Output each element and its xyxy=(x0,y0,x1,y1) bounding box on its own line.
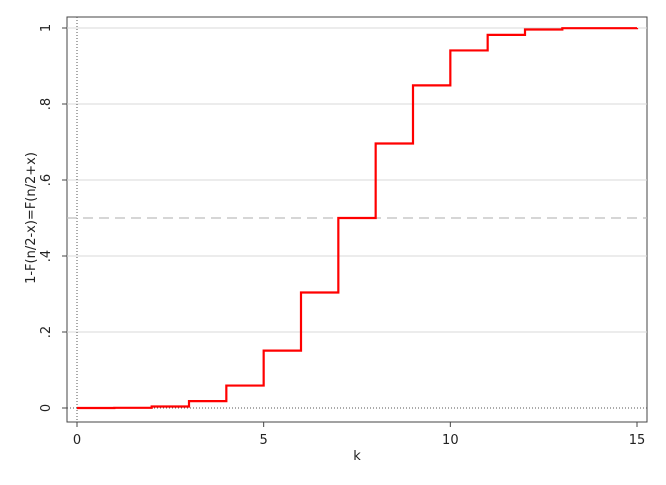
grid-layer xyxy=(67,17,647,422)
x-tick-label: 5 xyxy=(260,433,268,448)
y-axis-title: 1-F(n/2-x)=F(n/2+x) xyxy=(24,152,39,284)
plot-area xyxy=(66,16,648,423)
y-axis: 0 .2 .4 .6 .8 1 xyxy=(39,24,67,412)
x-tick-label: 0 xyxy=(73,433,81,448)
x-tick-label: 15 xyxy=(629,433,646,448)
y-tick-label: .2 xyxy=(39,326,54,338)
x-axis: 0 5 10 15 xyxy=(73,422,645,448)
x-axis-title: k xyxy=(353,449,361,464)
y-tick-label: 1 xyxy=(39,24,54,32)
y-tick-label: .6 xyxy=(39,174,54,186)
y-tick-label: .4 xyxy=(39,250,54,262)
series-layer xyxy=(77,27,639,410)
y-tick-label: .8 xyxy=(39,98,54,110)
series-line xyxy=(77,27,639,410)
x-tick-label: 10 xyxy=(442,433,459,448)
y-tick-label: 0 xyxy=(39,404,54,412)
